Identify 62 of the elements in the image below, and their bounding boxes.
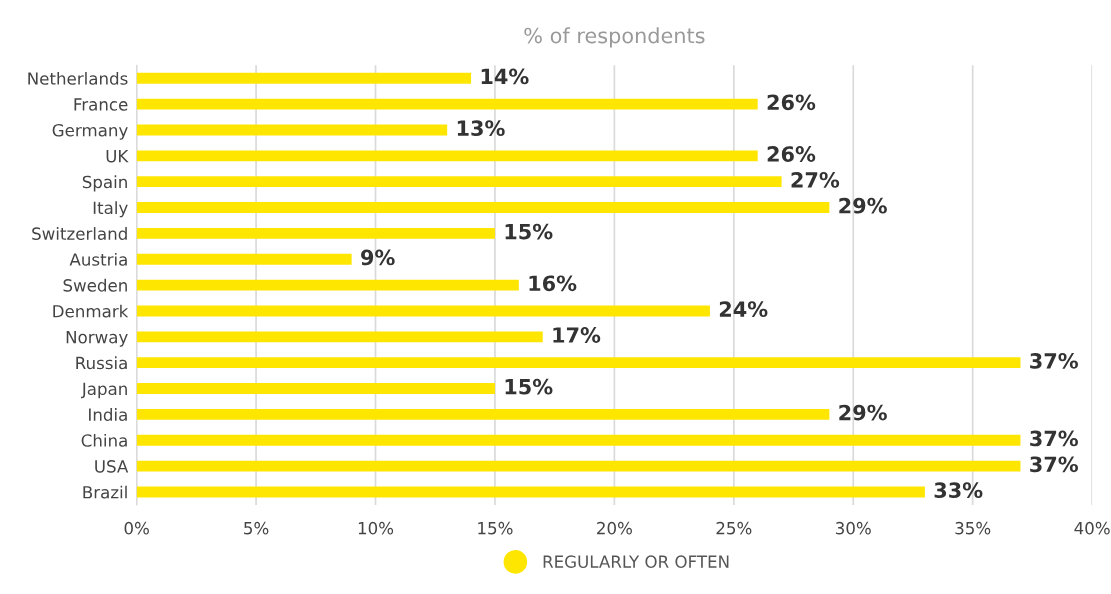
- legend-label: REGULARLY OR OFTEN: [543, 555, 729, 568]
- x-tick-label: 35%: [955, 521, 991, 535]
- y-tick-label: Austria: [69, 252, 127, 266]
- y-tick-label: Brazil: [83, 485, 127, 499]
- x-tick-label: 5%: [244, 521, 269, 535]
- bar: [136, 408, 830, 420]
- y-tick-label: Denmark: [53, 304, 129, 318]
- data-label: 26%: [767, 94, 816, 111]
- data-label: 37%: [1030, 352, 1078, 369]
- data-label: 29%: [839, 197, 887, 214]
- bar: [136, 176, 782, 188]
- bar: [136, 383, 495, 394]
- data-label: 9%: [361, 249, 395, 266]
- bar: [136, 72, 472, 84]
- data-label: 16%: [529, 275, 577, 292]
- x-tick-label: 40%: [1074, 521, 1110, 535]
- data-label: 15%: [505, 223, 553, 240]
- bar: [136, 227, 495, 239]
- y-tick-label: Norway: [66, 331, 128, 347]
- y-tick-label: Germany: [52, 123, 128, 140]
- y-tick-label: Netherlands: [28, 71, 128, 85]
- x-tick-label: 20%: [597, 521, 632, 535]
- bar: [136, 331, 543, 343]
- chart-title: % of respondents: [524, 27, 705, 48]
- data-label: 13%: [457, 120, 505, 137]
- x-tick-label: 10%: [358, 521, 394, 535]
- bar: [136, 305, 710, 317]
- bar: [136, 434, 1021, 446]
- data-label: 29%: [839, 404, 887, 421]
- y-tick-label: Italy: [93, 201, 128, 218]
- y-tick-label: Spain: [82, 175, 127, 192]
- data-label: 33%: [934, 482, 983, 499]
- data-label: 24%: [719, 301, 768, 318]
- y-tick-label: UK: [106, 150, 129, 163]
- data-label: 37%: [1030, 456, 1078, 473]
- data-label: 37%: [1030, 430, 1078, 447]
- x-tick-label: 25%: [716, 521, 752, 535]
- bar: [136, 253, 352, 265]
- bar: [136, 279, 519, 291]
- y-tick-label: USA: [95, 460, 129, 473]
- data-label: 26%: [767, 146, 816, 162]
- bar: [136, 150, 758, 162]
- x-tick-label: 0%: [124, 521, 149, 535]
- bar: [136, 124, 448, 136]
- y-tick-label: France: [74, 98, 128, 111]
- y-tick-label: China: [81, 433, 127, 447]
- data-label: 14%: [481, 68, 529, 85]
- data-label: 27%: [791, 171, 840, 188]
- data-label: 15%: [505, 378, 553, 395]
- y-tick-label: Russia: [76, 356, 127, 370]
- x-tick-label: 30%: [836, 521, 871, 535]
- x-tick-label: 15%: [478, 521, 513, 535]
- bar: [136, 357, 1021, 369]
- y-tick-label: India: [89, 408, 127, 421]
- bar: [136, 486, 925, 498]
- data-label: 17%: [553, 327, 601, 343]
- bar: [136, 98, 758, 110]
- y-tick-label: Switzerland: [32, 227, 127, 240]
- bar: [136, 202, 830, 213]
- y-tick-label: Japan: [80, 382, 127, 399]
- y-tick-label: Sweden: [63, 278, 127, 292]
- bar: [136, 460, 1021, 472]
